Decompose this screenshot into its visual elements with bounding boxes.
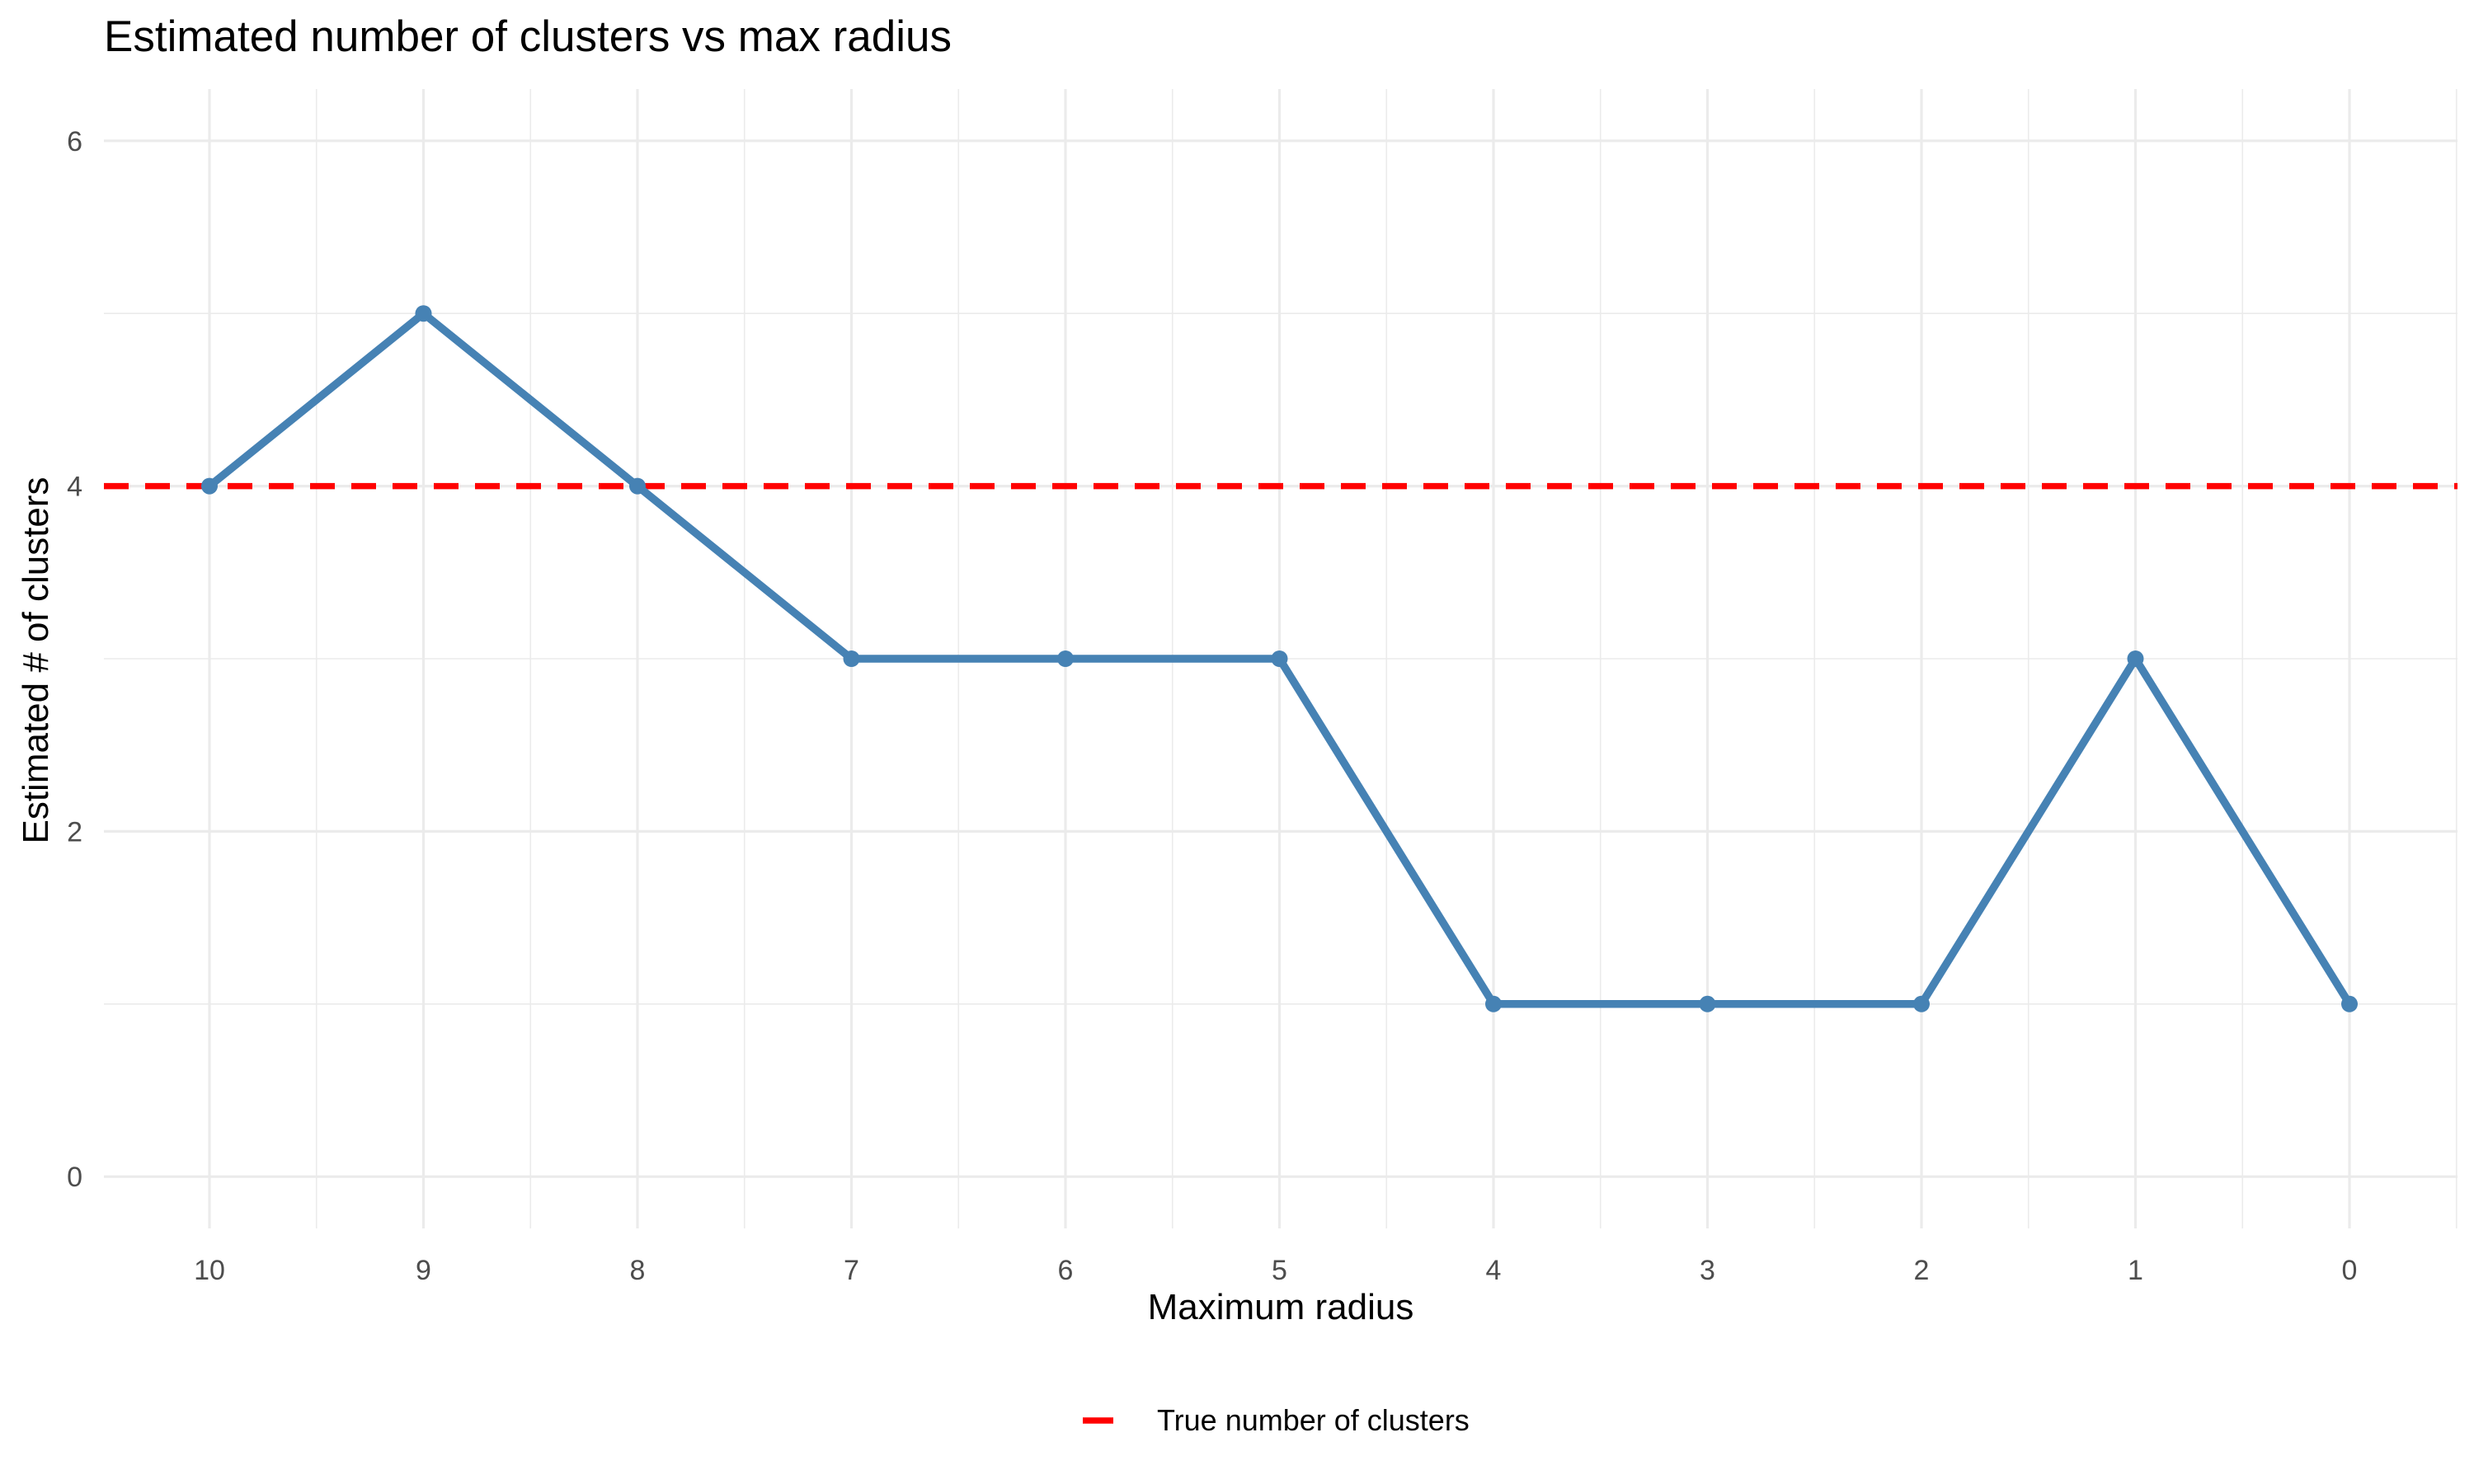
x-tick-label: 2 [1914, 1255, 1930, 1286]
x-tick-label: 6 [1058, 1255, 1074, 1286]
x-tick-label: 5 [1272, 1255, 1287, 1286]
data-point [629, 477, 646, 495]
y-tick-label: 6 [67, 126, 82, 157]
data-point [415, 305, 432, 322]
x-tick-label: 4 [1486, 1255, 1502, 1286]
data-point [2127, 650, 2144, 667]
x-tick-label: 10 [194, 1255, 225, 1286]
data-point [1913, 995, 1930, 1012]
x-tick-label: 8 [630, 1255, 646, 1286]
x-tick-label: 0 [2342, 1255, 2358, 1286]
x-axis-tick-labels: 10 9 8 7 6 5 4 3 2 1 0 [194, 1255, 2357, 1286]
data-point [1485, 995, 1502, 1012]
x-tick-label: 3 [1700, 1255, 1715, 1286]
legend: True number of clusters [1083, 1403, 1470, 1437]
x-tick-label: 1 [2128, 1255, 2143, 1286]
x-tick-label: 9 [416, 1255, 431, 1286]
data-point [843, 650, 860, 667]
data-point [2341, 995, 2358, 1012]
y-axis-title: Estimated # of clusters [16, 477, 56, 843]
y-tick-label: 0 [67, 1162, 82, 1193]
legend-label: True number of clusters [1157, 1403, 1470, 1437]
y-axis-tick-labels: 0 2 4 6 [67, 126, 82, 1193]
data-point [201, 477, 218, 495]
data-point [1057, 650, 1074, 667]
x-tick-label: 7 [844, 1255, 859, 1286]
data-point [1271, 650, 1288, 667]
chart-title: Estimated number of clusters vs max radi… [104, 12, 952, 61]
data-point [1699, 995, 1716, 1012]
y-tick-label: 2 [67, 816, 82, 848]
y-tick-label: 4 [67, 472, 82, 503]
estimated-clusters-series [201, 305, 2358, 1012]
x-axis-title: Maximum radius [1148, 1287, 1414, 1327]
